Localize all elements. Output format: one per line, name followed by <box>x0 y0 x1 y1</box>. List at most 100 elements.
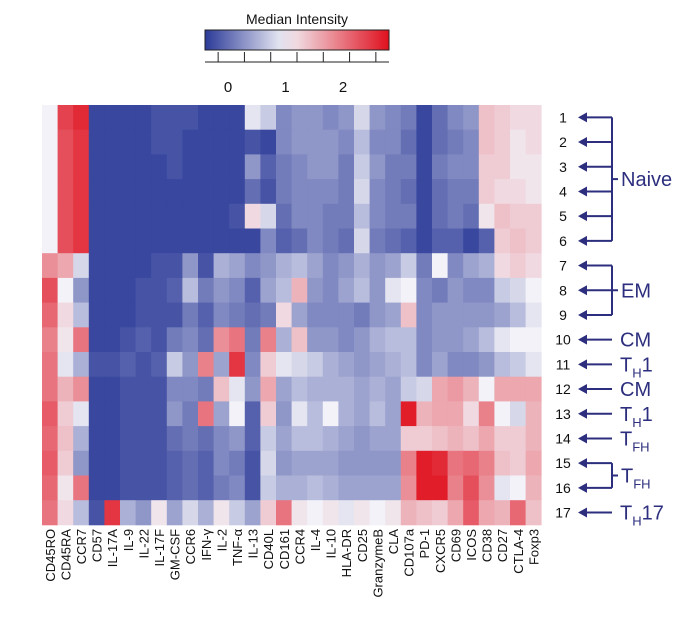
heatmap-cell <box>307 179 324 205</box>
annotation-group: CM <box>578 379 651 401</box>
annotation-arrow-head <box>578 433 587 444</box>
heatmap-cell <box>198 302 214 328</box>
heatmap-cell <box>510 154 526 180</box>
heatmap-cell <box>182 179 199 205</box>
heatmap-cell <box>416 352 433 378</box>
heatmap-cell <box>151 253 168 279</box>
heatmap-cell <box>307 105 324 131</box>
heatmap-cell <box>385 352 402 378</box>
heatmap-cell <box>57 277 74 303</box>
heatmap-cell <box>120 129 136 155</box>
heatmap-cell <box>73 475 90 501</box>
heatmap-cell <box>447 154 464 180</box>
heatmap-cell <box>135 154 152 180</box>
heatmap-cell <box>244 154 261 180</box>
heatmap-cell <box>478 401 495 427</box>
heatmap-cell <box>42 475 58 501</box>
heatmap-cell <box>120 327 136 353</box>
heatmap-cell <box>510 352 526 378</box>
heatmap-cell <box>88 253 105 279</box>
heatmap-cell <box>88 277 105 303</box>
heatmap-cell <box>322 129 339 155</box>
heatmap-cell <box>291 450 308 476</box>
heatmap-cell <box>291 228 308 254</box>
heatmap-cell <box>213 327 230 353</box>
heatmap-cell <box>88 228 105 254</box>
heatmap-cell <box>432 500 448 526</box>
heatmap-cell <box>42 277 58 303</box>
heatmap-cell <box>182 105 199 131</box>
heatmap-cell <box>42 426 58 452</box>
heatmap-cell <box>322 327 339 353</box>
heatmap-cell <box>525 302 542 328</box>
heatmap-cell <box>198 401 214 427</box>
heatmap-cell <box>276 302 292 328</box>
heatmap-cell <box>322 500 339 526</box>
heatmap-cell <box>229 228 246 254</box>
colorbar-gradient <box>204 29 390 51</box>
heatmap-cell <box>57 105 74 131</box>
heatmap-cell <box>307 129 324 155</box>
heatmap-cell <box>338 203 355 229</box>
heatmap-cell <box>354 154 370 180</box>
heatmap-cell <box>400 426 417 452</box>
heatmap-cell <box>478 327 495 353</box>
annotation-group: TFH <box>578 428 650 454</box>
heatmap-cell <box>166 154 183 180</box>
heatmap-cell <box>338 302 355 328</box>
heatmap-cell <box>151 426 168 452</box>
heatmap-cell <box>416 179 433 205</box>
heatmap-cell <box>510 376 526 402</box>
heatmap-cell <box>104 401 121 427</box>
column-label: IL-17F <box>152 529 167 567</box>
annotation-arrow-head <box>578 260 587 271</box>
heatmap-cell <box>338 179 355 205</box>
heatmap-cell <box>198 450 214 476</box>
heatmap-cell <box>213 129 230 155</box>
colorbar-tick-label: 1 <box>281 79 289 96</box>
heatmap-cell <box>478 277 495 303</box>
heatmap-cell <box>182 401 199 427</box>
colorbar-tick-label: 0 <box>224 79 232 96</box>
heatmap-cell <box>400 179 417 205</box>
heatmap-cell <box>88 154 105 180</box>
annotation-arrow-head <box>578 309 587 320</box>
heatmap-cell <box>478 376 495 402</box>
heatmap-cell <box>166 450 183 476</box>
heatmap-cell <box>213 277 230 303</box>
heatmap-cell <box>291 327 308 353</box>
heatmap-cell <box>73 401 90 427</box>
heatmap-cell <box>447 500 464 526</box>
heatmap-cell <box>151 228 168 254</box>
heatmap-cell <box>57 450 74 476</box>
heatmap-cell <box>463 450 480 476</box>
heatmap-cell <box>338 376 355 402</box>
heatmap-cell <box>151 376 168 402</box>
row-label: 5 <box>559 208 567 224</box>
heatmap-cell <box>198 179 214 205</box>
heatmap-cell <box>151 475 168 501</box>
heatmap-cell <box>198 277 214 303</box>
heatmap-cell <box>291 179 308 205</box>
heatmap-cell <box>42 129 58 155</box>
heatmap-cell <box>307 426 324 452</box>
heatmap-cell <box>166 401 183 427</box>
heatmap-cell <box>151 105 168 131</box>
column-label: CD27 <box>495 529 510 562</box>
heatmap-cell <box>385 277 402 303</box>
heatmap-cell <box>120 154 136 180</box>
annotation-arrow-head <box>578 211 587 222</box>
heatmap-cell <box>198 376 214 402</box>
heatmap-cell <box>57 228 74 254</box>
heatmap-cell <box>182 154 199 180</box>
heatmap-cell <box>354 253 370 279</box>
heatmap-cell <box>525 203 542 229</box>
heatmap-cell <box>478 302 495 328</box>
heatmap-cell <box>447 129 464 155</box>
heatmap-cell <box>338 105 355 131</box>
heatmap-cell <box>182 327 199 353</box>
heatmap-cell <box>416 253 433 279</box>
heatmap-cell <box>276 352 292 378</box>
heatmap-cell <box>322 302 339 328</box>
heatmap-cell <box>432 277 448 303</box>
